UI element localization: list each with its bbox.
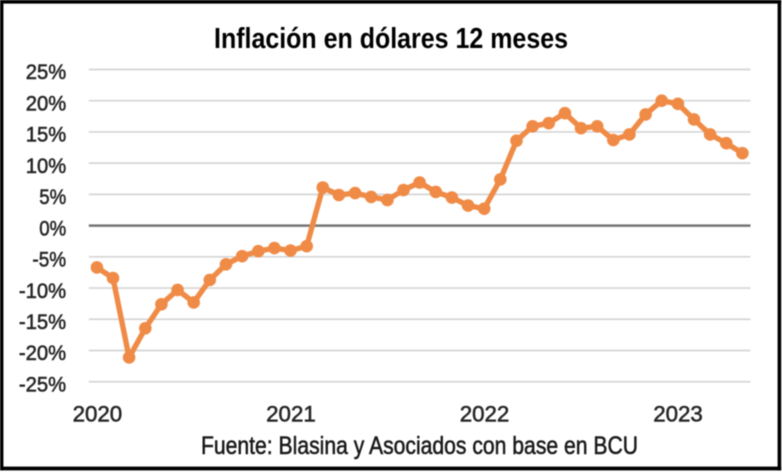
svg-text:0%: 0%: [39, 216, 66, 240]
svg-text:15%: 15%: [26, 123, 67, 147]
svg-text:-10%: -10%: [19, 279, 66, 303]
svg-text:2023: 2023: [653, 402, 703, 427]
svg-text:5%: 5%: [39, 185, 66, 209]
svg-text:-20%: -20%: [19, 341, 66, 365]
svg-text:Fuente: Blasina y Asociados co: Fuente: Blasina y Asociados con base en …: [201, 432, 638, 460]
svg-text:-25%: -25%: [19, 373, 66, 397]
svg-text:25%: 25%: [26, 60, 67, 84]
svg-text:2020: 2020: [73, 402, 123, 427]
svg-text:10%: 10%: [26, 154, 67, 178]
svg-text:2022: 2022: [460, 402, 510, 427]
svg-text:Inflación en dólares 12 meses: Inflación en dólares 12 meses: [214, 23, 568, 55]
svg-text:20%: 20%: [26, 91, 67, 115]
svg-text:-15%: -15%: [19, 310, 66, 334]
svg-text:2021: 2021: [266, 402, 316, 427]
svg-text:-5%: -5%: [32, 248, 66, 272]
